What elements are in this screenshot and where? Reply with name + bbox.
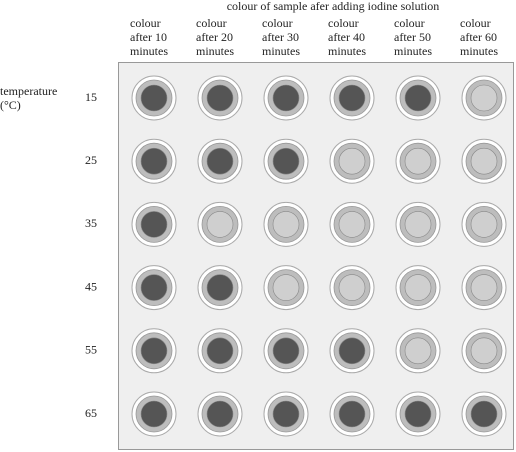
sample	[140, 84, 168, 112]
sample	[470, 147, 498, 175]
column-header: colour	[460, 16, 491, 30]
column-header: minutes	[460, 44, 498, 58]
sample	[470, 211, 498, 238]
sample	[470, 337, 498, 365]
column-header: colour	[394, 16, 425, 30]
column-header: minutes	[262, 44, 300, 58]
column-header: colour	[328, 16, 359, 30]
sample	[404, 147, 432, 175]
sample	[140, 147, 168, 175]
sample	[272, 274, 300, 301]
column-header: colour	[262, 16, 293, 30]
column-header: minutes	[328, 44, 366, 58]
sample	[338, 211, 366, 238]
column-header: minutes	[130, 44, 168, 58]
sample	[470, 274, 498, 301]
sample	[272, 211, 300, 238]
column-header: colour	[196, 16, 227, 30]
column-header: minutes	[196, 44, 234, 58]
sample	[272, 337, 300, 365]
row-temperature: 15	[85, 90, 97, 104]
sample	[404, 274, 432, 301]
sample	[206, 274, 234, 301]
title: colour of sample afer adding iodine solu…	[227, 0, 440, 13]
sample	[338, 84, 366, 112]
sample	[404, 84, 432, 112]
sample	[206, 211, 234, 238]
column-header: minutes	[394, 44, 432, 58]
row-temperature: 25	[85, 153, 97, 167]
sample	[338, 147, 366, 175]
sample	[206, 84, 234, 112]
sample	[404, 337, 432, 365]
column-header: colour	[130, 16, 161, 30]
row-label: temperature	[0, 84, 57, 98]
sample	[470, 400, 498, 428]
sample	[470, 84, 498, 112]
panel	[118, 62, 514, 450]
sample	[404, 211, 432, 238]
sample	[272, 400, 300, 428]
sample	[206, 400, 234, 428]
sample	[338, 337, 366, 365]
column-header: after 20	[196, 30, 233, 44]
sample	[272, 147, 300, 175]
sample	[206, 337, 234, 365]
row-label: (°C)	[0, 98, 21, 112]
row-temperature: 55	[85, 343, 97, 357]
sample	[140, 337, 168, 365]
sample	[140, 400, 168, 428]
row-temperature: 45	[85, 279, 97, 293]
column-header: after 60	[460, 30, 497, 44]
row-temperature: 65	[85, 406, 97, 420]
sample	[338, 274, 366, 301]
sample	[140, 211, 168, 238]
sample	[206, 147, 234, 175]
column-header: after 40	[328, 30, 365, 44]
column-header: after 10	[130, 30, 167, 44]
row-temperature: 35	[85, 216, 97, 230]
sample	[404, 400, 432, 428]
sample	[338, 400, 366, 428]
sample	[272, 84, 300, 112]
column-header: after 50	[394, 30, 431, 44]
sample	[140, 274, 168, 301]
column-header: after 30	[262, 30, 299, 44]
